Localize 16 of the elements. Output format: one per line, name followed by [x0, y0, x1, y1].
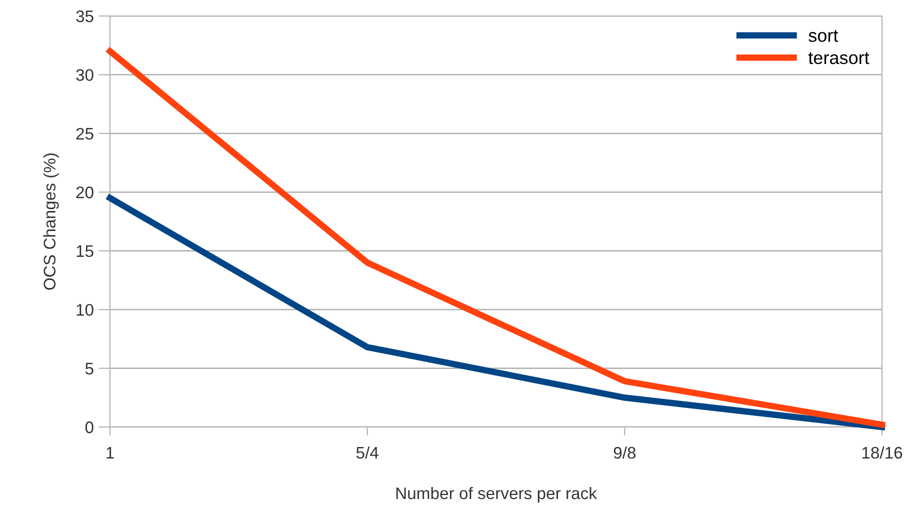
- y-tick-label: 35: [76, 10, 94, 22]
- y-tick-label: 0: [85, 421, 94, 434]
- legend-label: terasort: [808, 52, 870, 64]
- y-axis-title: OCS Changes (%): [43, 154, 59, 290]
- y-tick-label: 20: [76, 186, 94, 198]
- x-tick-label: 5/4: [356, 446, 378, 459]
- y-tick-label: 30: [76, 69, 94, 81]
- y-tick-label: 15: [76, 245, 94, 258]
- x-axis-title: Number of servers per rack: [396, 486, 597, 503]
- x-tick-label: 1: [106, 447, 114, 459]
- legend-label: sort: [808, 30, 838, 42]
- y-tick-label: 10: [76, 304, 94, 316]
- x-tick-label: 9/8: [614, 446, 636, 459]
- y-tick-label: 25: [76, 128, 94, 140]
- x-tick-label: 18/16: [862, 446, 902, 459]
- y-tick-label: 5: [85, 362, 94, 374]
